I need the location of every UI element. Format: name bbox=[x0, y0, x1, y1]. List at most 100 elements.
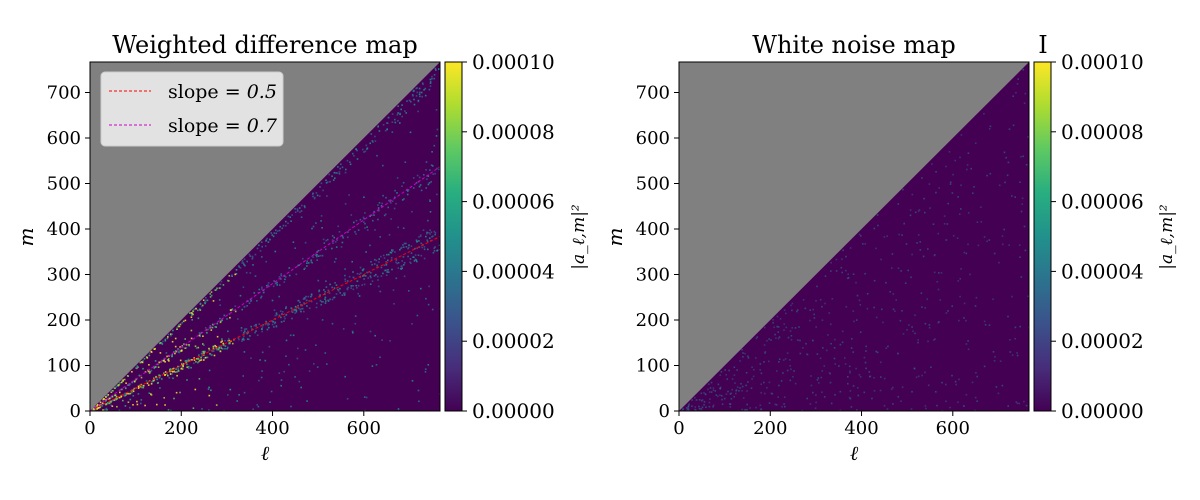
heatmap-cell bbox=[264, 245, 267, 247]
heatmap-cell bbox=[255, 325, 257, 328]
heatmap-cell bbox=[777, 396, 779, 398]
heatmap-cell bbox=[388, 253, 390, 256]
heatmap-cell bbox=[246, 332, 248, 335]
heatmap-cell bbox=[815, 300, 817, 302]
heatmap-cell bbox=[986, 174, 988, 177]
heatmap-cell bbox=[114, 387, 116, 389]
heatmap-cell bbox=[163, 372, 165, 374]
heatmap-cell bbox=[356, 287, 358, 289]
heatmap-cell bbox=[333, 171, 336, 174]
heatmap-cell bbox=[373, 263, 376, 265]
heatmap-cell bbox=[145, 356, 148, 358]
heatmap-cell bbox=[924, 307, 926, 309]
heatmap-cell bbox=[415, 239, 418, 242]
heatmap-cell bbox=[174, 351, 177, 353]
heatmap-cell bbox=[873, 377, 875, 379]
heatmap-cell bbox=[438, 168, 440, 171]
heatmap-cell bbox=[355, 233, 357, 235]
heatmap-cell bbox=[873, 306, 875, 309]
heatmap-cell bbox=[703, 401, 706, 403]
heatmap-cell bbox=[243, 330, 246, 333]
heatmap-cell bbox=[419, 234, 422, 236]
x-tick-label: 200 bbox=[164, 418, 198, 439]
heatmap-cell bbox=[300, 386, 302, 389]
heatmap-cell bbox=[418, 185, 421, 188]
heatmap-cell bbox=[821, 305, 823, 308]
heatmap-cell bbox=[894, 310, 896, 312]
heatmap-cell bbox=[935, 191, 937, 194]
heatmap-cell bbox=[891, 253, 894, 255]
heatmap-cell bbox=[772, 319, 774, 321]
heatmap-cell bbox=[830, 261, 832, 264]
heatmap-cell bbox=[723, 397, 726, 400]
heatmap-cell bbox=[1006, 174, 1009, 177]
legend-prefix: slope bbox=[168, 115, 219, 137]
heatmap-cell bbox=[940, 271, 943, 274]
heatmap-cell bbox=[717, 395, 719, 398]
heatmap-cell bbox=[418, 176, 421, 179]
y-tick-label: 500 bbox=[47, 173, 81, 194]
heatmap-cell bbox=[385, 261, 387, 263]
heatmap-cell bbox=[164, 339, 167, 342]
heatmap-cell bbox=[783, 329, 785, 331]
heatmap-cell bbox=[413, 90, 416, 92]
heatmap-cell bbox=[344, 268, 346, 270]
heatmap-cell bbox=[364, 212, 366, 214]
heatmap-cell bbox=[977, 244, 980, 247]
heatmap-cell bbox=[395, 261, 397, 264]
heatmap-cell bbox=[422, 83, 424, 86]
heatmap-cell bbox=[390, 202, 392, 204]
heatmap-cell bbox=[959, 295, 961, 298]
heatmap-cell bbox=[1003, 151, 1006, 154]
heatmap-cell bbox=[312, 256, 314, 258]
heatmap-cell bbox=[821, 391, 823, 393]
heatmap-cell bbox=[777, 326, 780, 328]
heatmap-cell bbox=[791, 327, 793, 329]
heatmap-cell bbox=[431, 165, 434, 167]
heatmap-cell bbox=[759, 363, 762, 365]
heatmap-cell bbox=[764, 326, 766, 329]
heatmap-cell bbox=[332, 242, 334, 244]
heatmap-cell bbox=[271, 323, 274, 326]
heatmap-cell bbox=[181, 345, 184, 347]
heatmap-cell bbox=[261, 288, 263, 290]
heatmap-cell bbox=[724, 369, 726, 371]
heatmap-cell bbox=[725, 374, 727, 376]
heatmap-cell bbox=[380, 205, 383, 207]
heatmap-cell bbox=[792, 376, 794, 378]
heatmap-cell bbox=[709, 387, 712, 389]
heatmap-cell bbox=[885, 281, 887, 284]
heatmap-cell bbox=[436, 249, 438, 252]
heatmap-cell bbox=[135, 367, 138, 369]
heatmap-cell bbox=[243, 263, 245, 266]
heatmap-cell bbox=[436, 128, 439, 131]
heatmap-cell bbox=[242, 262, 245, 264]
heatmap-cell bbox=[366, 148, 368, 151]
heatmap-cell bbox=[739, 387, 741, 389]
heatmap-cell bbox=[879, 361, 882, 364]
heatmap-cell bbox=[311, 227, 313, 230]
heatmap-cell bbox=[170, 409, 172, 411]
heatmap-cell bbox=[838, 365, 840, 367]
heatmap-cell bbox=[235, 273, 238, 275]
heatmap-cell bbox=[1014, 196, 1016, 198]
heatmap-cell bbox=[347, 236, 349, 239]
heatmap-cell bbox=[414, 258, 417, 261]
heatmap-cell bbox=[420, 91, 423, 94]
heatmap-cell bbox=[333, 261, 336, 263]
plot-area bbox=[679, 62, 1029, 411]
heatmap-cell bbox=[816, 353, 819, 355]
heatmap-cell bbox=[847, 273, 849, 275]
heatmap-cell bbox=[120, 396, 122, 398]
heatmap-cell bbox=[774, 333, 776, 336]
heatmap-cell bbox=[337, 166, 339, 168]
heatmap-cell bbox=[303, 303, 306, 305]
heatmap-cell bbox=[415, 95, 418, 97]
heatmap-cell bbox=[105, 403, 107, 405]
heatmap-cell bbox=[416, 87, 418, 89]
heatmap-cell bbox=[227, 346, 229, 349]
heatmap-cell bbox=[974, 142, 977, 144]
heatmap-cell bbox=[101, 403, 103, 405]
heatmap-cell bbox=[719, 394, 721, 396]
heatmap-cell bbox=[310, 293, 313, 296]
